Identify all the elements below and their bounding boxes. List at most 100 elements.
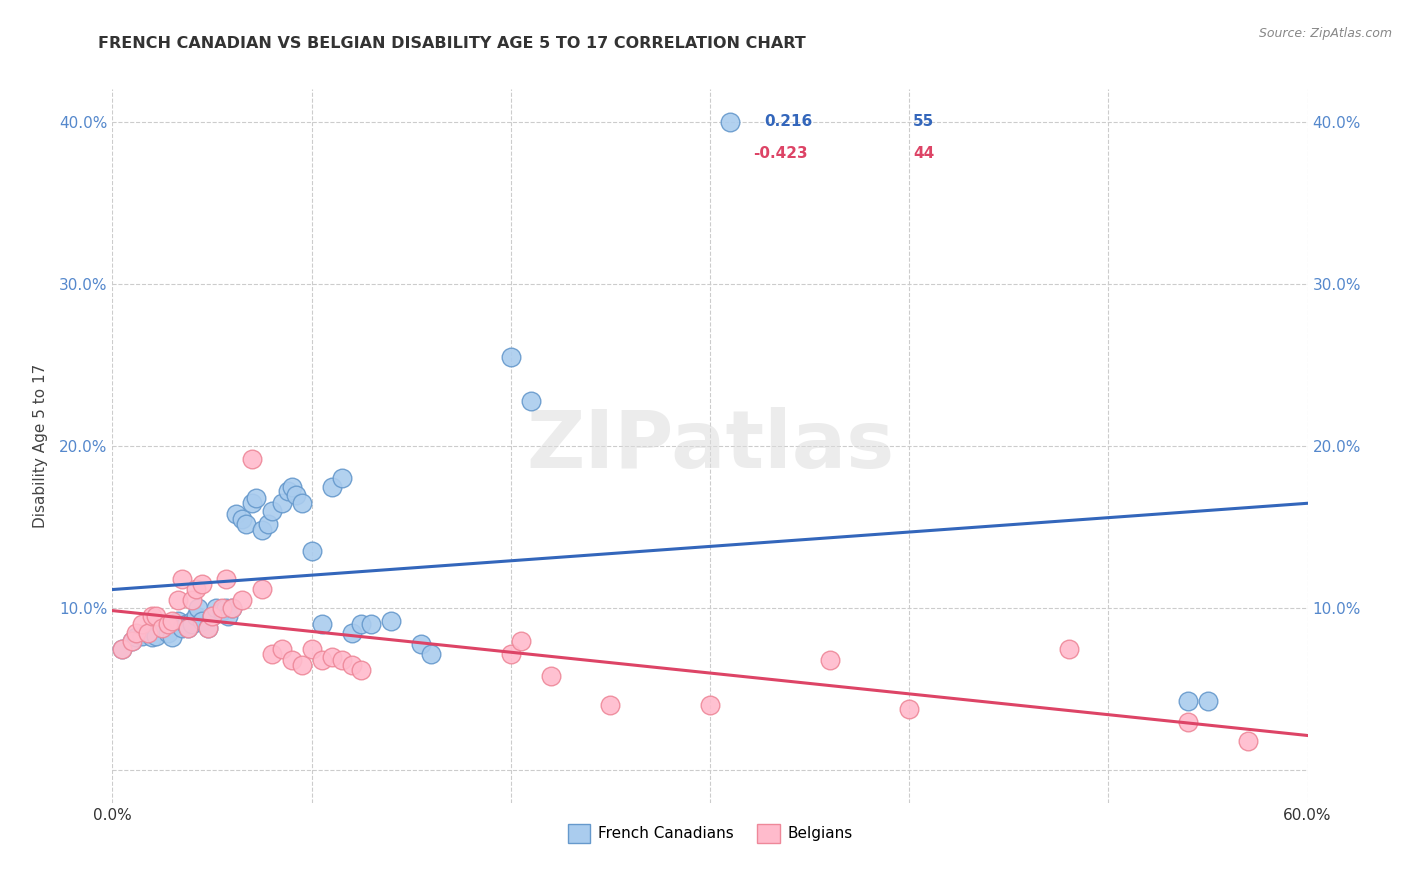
Point (898, 702, 921, 716)
Point (167, 593, 190, 607)
Point (321, 649, 343, 664)
Point (699, 698, 721, 713)
Point (221, 601, 243, 615)
Point (141, 631, 163, 645)
Point (145, 609, 167, 624)
Point (235, 516, 257, 531)
Point (260, 647, 283, 661)
Point (1197, 693, 1219, 707)
Point (121, 633, 143, 648)
Point (162, 631, 183, 645)
Point (111, 641, 134, 656)
Point (181, 617, 204, 632)
Point (150, 621, 173, 635)
Point (157, 617, 180, 632)
Point (172, 572, 194, 586)
Point (380, 614, 402, 628)
Point (291, 657, 314, 672)
Point (125, 625, 148, 640)
Text: FRENCH CANADIAN VS BELGIAN DISABILITY AGE 5 TO 17 CORRELATION CHART: FRENCH CANADIAN VS BELGIAN DISABILITY AG… (98, 36, 806, 51)
Text: 0.216: 0.216 (763, 114, 813, 128)
Point (201, 609, 224, 624)
Point (217, 609, 239, 624)
Point (284, 488, 307, 502)
Point (291, 496, 314, 510)
Point (162, 614, 183, 628)
Point (211, 601, 233, 615)
Legend: French Canadians, Belgians: French Canadians, Belgians (561, 818, 859, 848)
Point (420, 647, 443, 661)
Point (221, 601, 243, 615)
Text: 55: 55 (914, 114, 935, 128)
Point (186, 609, 208, 624)
Text: -0.423: -0.423 (754, 146, 807, 161)
Point (301, 641, 323, 656)
Point (231, 512, 253, 526)
Point (177, 621, 200, 635)
Point (240, 452, 263, 467)
Point (131, 617, 153, 632)
Point (1177, 693, 1199, 707)
Point (240, 496, 263, 510)
Point (250, 582, 273, 596)
Point (187, 601, 209, 615)
Point (174, 617, 197, 632)
Point (257, 516, 280, 531)
Point (360, 617, 382, 632)
Point (250, 524, 273, 538)
Point (599, 698, 621, 713)
Point (145, 629, 167, 643)
Point (215, 601, 238, 615)
Point (138, 625, 160, 640)
Text: ZIPatlas: ZIPatlas (526, 407, 894, 485)
Text: 44: 44 (914, 146, 935, 161)
Point (270, 496, 292, 510)
Point (277, 484, 299, 499)
Point (186, 582, 208, 596)
Point (215, 572, 238, 586)
Point (520, 393, 543, 408)
Point (411, 637, 433, 651)
Point (540, 669, 562, 683)
Point (1237, 734, 1260, 748)
Point (340, 657, 363, 672)
Point (281, 479, 304, 493)
Point (509, 633, 531, 648)
Point (1057, 641, 1080, 656)
Point (111, 641, 134, 656)
Point (141, 609, 163, 624)
Point (225, 507, 247, 521)
Point (197, 621, 219, 635)
Point (172, 621, 194, 635)
Point (138, 625, 160, 640)
Point (121, 633, 143, 648)
Point (260, 504, 283, 518)
Point (131, 629, 153, 643)
Point (1177, 714, 1199, 729)
Point (818, 653, 841, 667)
Point (499, 350, 522, 364)
Point (499, 647, 522, 661)
Point (330, 653, 353, 667)
Point (281, 653, 304, 667)
Point (205, 601, 228, 615)
Point (211, 604, 233, 618)
Point (311, 653, 333, 667)
Point (177, 621, 200, 635)
Point (330, 471, 353, 485)
Point (340, 625, 363, 640)
Text: Source: ZipAtlas.com: Source: ZipAtlas.com (1258, 27, 1392, 40)
Point (150, 621, 173, 635)
Point (157, 625, 180, 640)
Point (125, 631, 148, 645)
Point (201, 609, 224, 624)
Point (231, 593, 253, 607)
Point (181, 614, 204, 628)
Point (191, 614, 214, 628)
Point (311, 617, 333, 632)
Point (301, 544, 323, 558)
Point (167, 614, 190, 628)
Point (181, 593, 204, 607)
Point (191, 577, 214, 591)
Point (321, 479, 343, 493)
